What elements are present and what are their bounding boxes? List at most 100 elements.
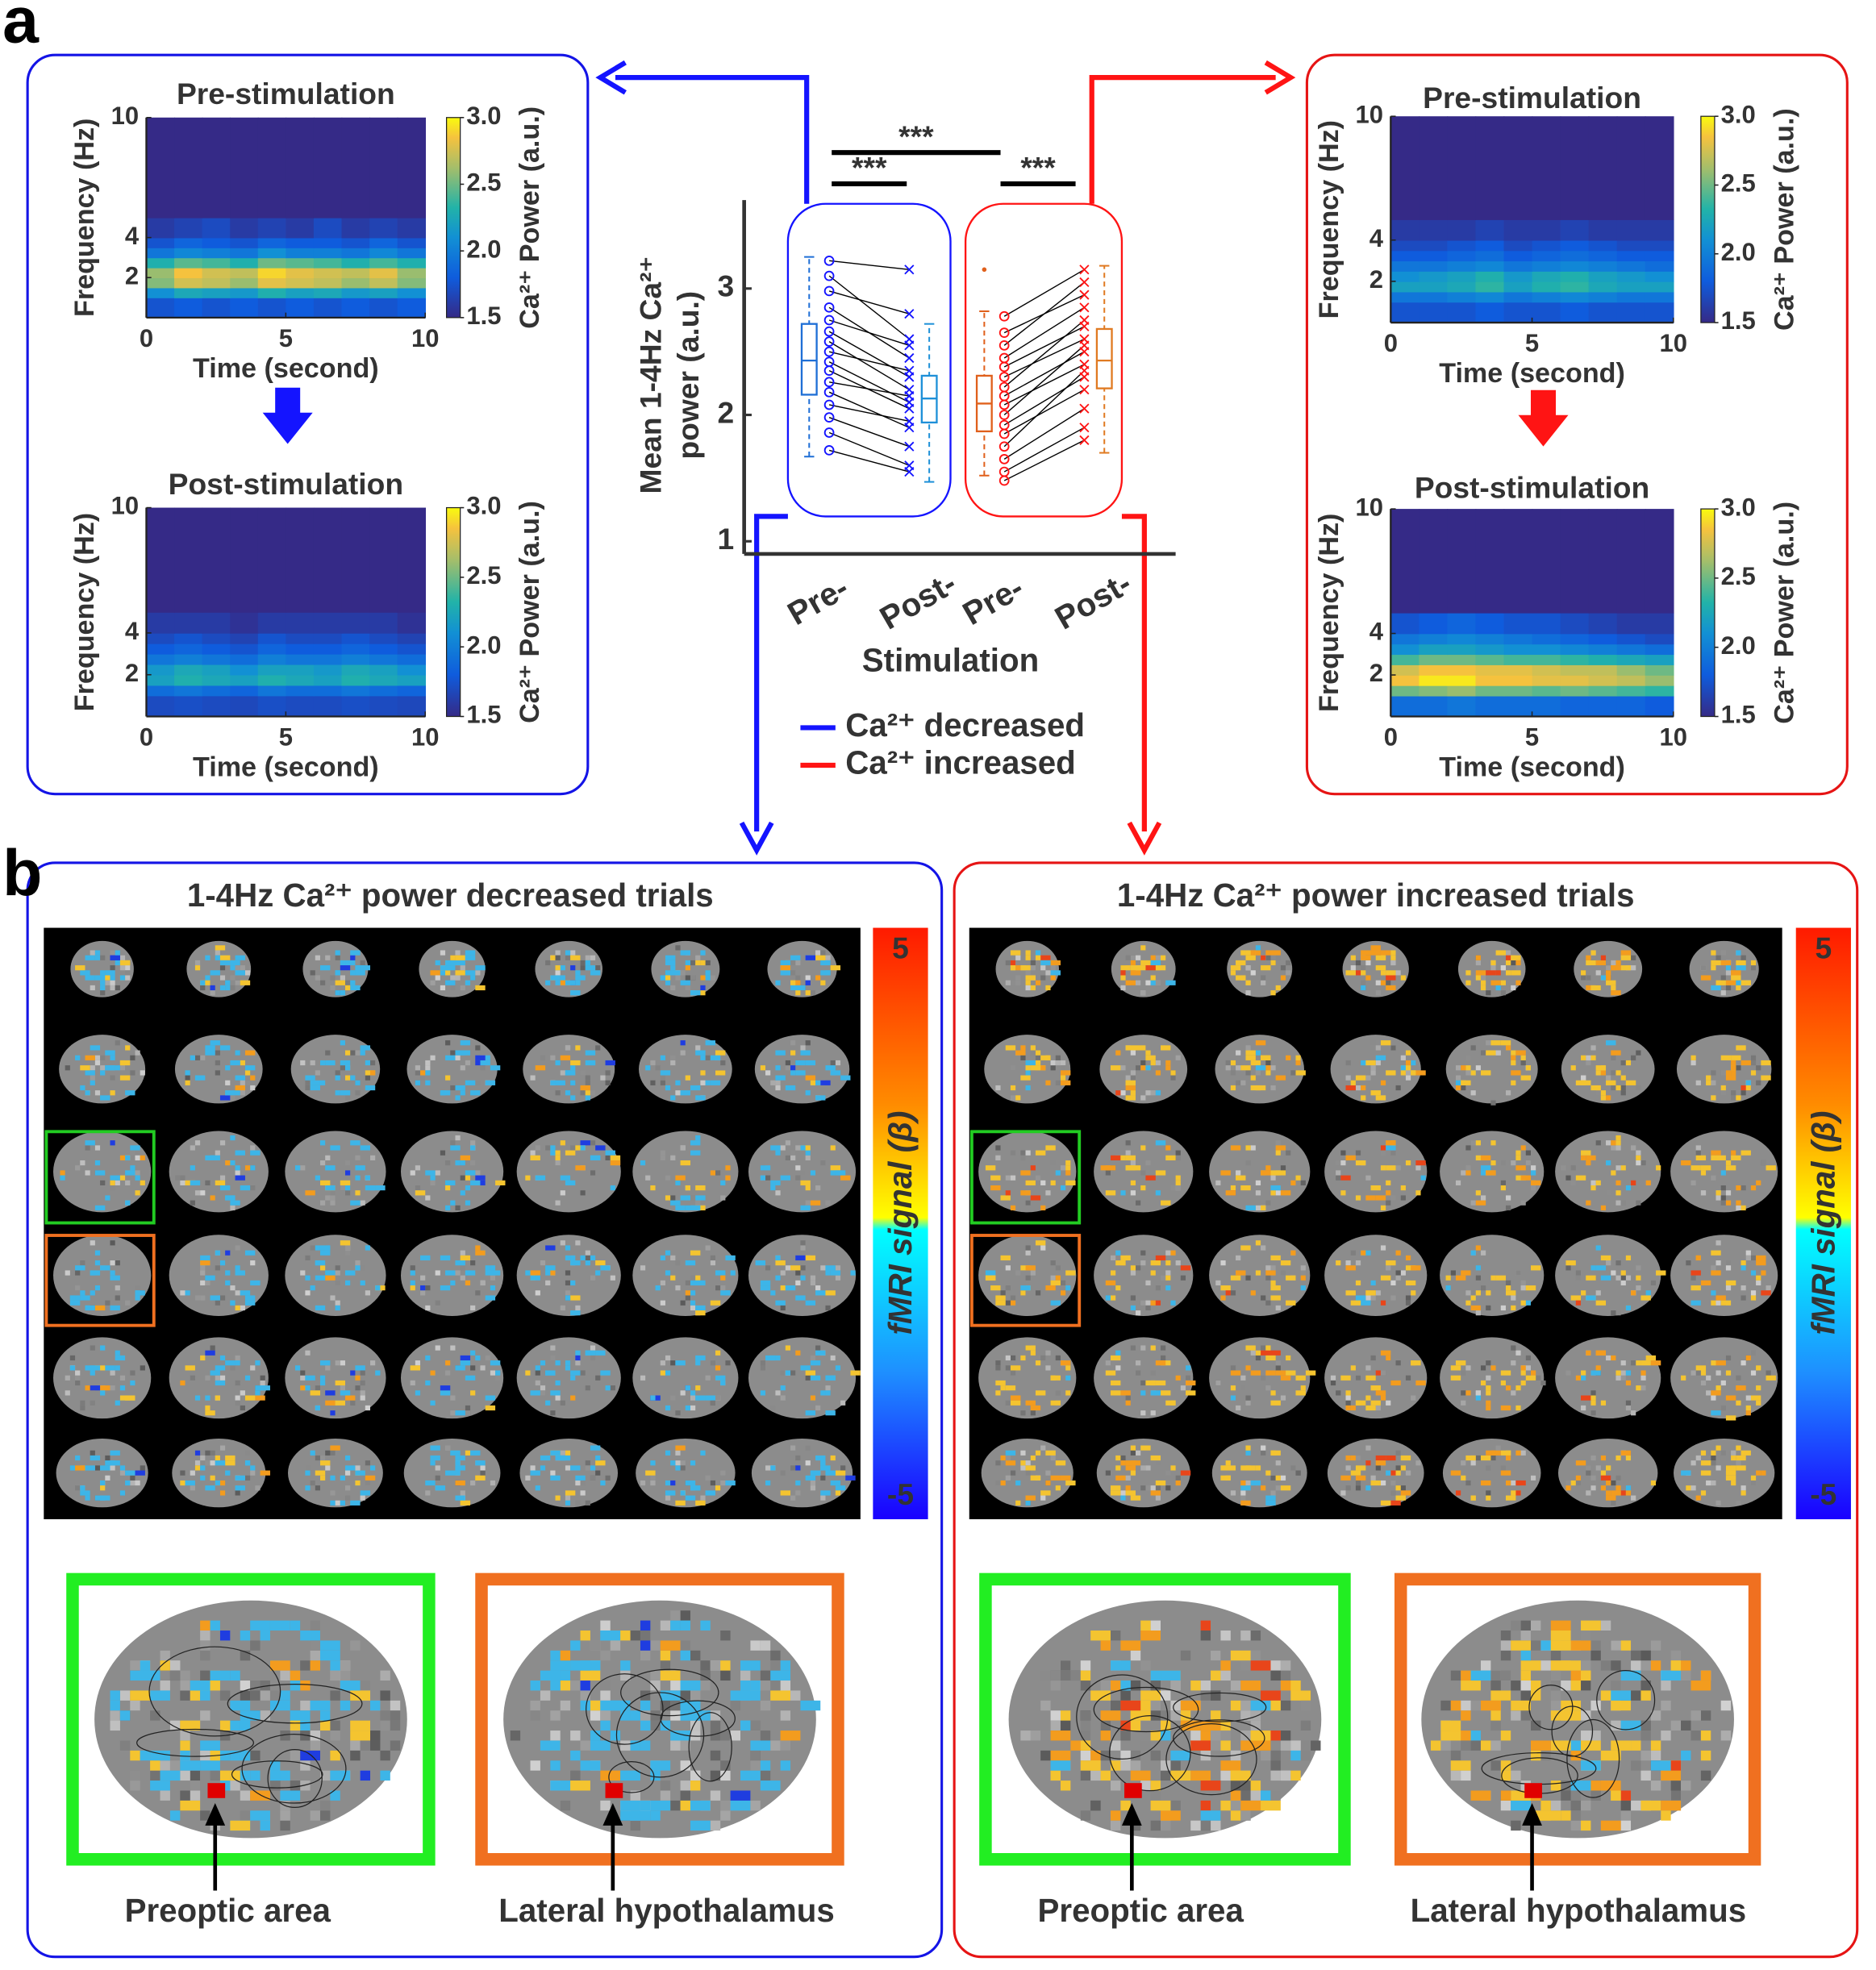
texture — [770, 1080, 776, 1085]
activation — [1250, 1370, 1261, 1376]
spectrogram-cell — [146, 237, 175, 248]
activation — [1475, 975, 1481, 981]
spectrogram-cell — [230, 653, 259, 665]
activation — [490, 1265, 496, 1271]
texture — [1575, 1480, 1582, 1486]
texture — [1240, 1080, 1246, 1085]
y-tick-label: 3 — [718, 269, 735, 303]
activation — [770, 1185, 776, 1191]
connectors — [615, 75, 1276, 832]
texture — [1165, 1250, 1171, 1256]
activation — [194, 1075, 201, 1081]
texture — [235, 1490, 240, 1496]
activation — [695, 1385, 701, 1391]
texture — [1010, 980, 1016, 985]
texture — [325, 1450, 331, 1456]
activation — [1025, 950, 1031, 956]
texture — [1640, 1650, 1651, 1661]
activation — [470, 1450, 481, 1456]
texture — [1741, 1090, 1746, 1096]
activation — [250, 1465, 256, 1471]
spectrogram-cell — [369, 695, 398, 718]
activation — [1230, 1790, 1241, 1801]
texture — [1280, 1731, 1291, 1741]
texture — [555, 950, 561, 956]
texture — [1025, 1245, 1031, 1251]
texture — [1080, 1810, 1091, 1821]
texture — [160, 1650, 170, 1661]
texture — [720, 1060, 726, 1066]
activation — [119, 960, 131, 966]
activation — [1150, 1800, 1171, 1811]
pair-line — [828, 290, 910, 314]
texture — [335, 955, 340, 960]
spectrogram-cell — [1390, 291, 1420, 303]
activation — [1220, 1740, 1231, 1751]
activation — [1130, 1180, 1136, 1185]
spectrogram-cell — [369, 117, 398, 219]
texture — [1725, 1265, 1732, 1271]
texture — [215, 1265, 220, 1271]
texture — [1130, 1270, 1136, 1276]
activation — [1511, 970, 1521, 976]
texture — [1681, 1780, 1691, 1791]
activation — [1411, 1070, 1416, 1076]
activation — [545, 1370, 556, 1376]
activation — [680, 1700, 701, 1711]
activation — [250, 1770, 261, 1781]
texture — [105, 980, 110, 985]
texture — [1120, 1455, 1126, 1461]
activation — [355, 1165, 365, 1171]
activation — [660, 1370, 665, 1376]
activation — [1035, 1360, 1041, 1366]
activation — [200, 1760, 220, 1771]
activation — [660, 1070, 671, 1076]
texture — [1631, 1275, 1636, 1281]
activation — [560, 1681, 571, 1691]
activation — [1130, 1445, 1136, 1451]
activation — [1475, 1290, 1481, 1296]
activation — [200, 1465, 206, 1471]
spectrogram-cell — [286, 664, 315, 676]
texture — [1741, 1295, 1746, 1301]
activation — [1150, 1455, 1161, 1461]
activation — [600, 1480, 606, 1486]
texture — [119, 1470, 126, 1476]
texture — [290, 1750, 301, 1761]
activation — [1400, 1070, 1406, 1076]
texture — [1405, 1375, 1411, 1381]
activation — [1161, 1670, 1181, 1681]
texture — [1245, 1160, 1251, 1166]
activation — [1530, 1170, 1536, 1176]
activation — [1480, 980, 1486, 985]
texture — [1720, 990, 1726, 996]
activation — [1150, 1390, 1161, 1396]
activation — [760, 1165, 771, 1171]
activation — [425, 1170, 436, 1176]
activation — [670, 1480, 676, 1486]
texture — [1395, 1360, 1401, 1366]
activation — [1135, 1165, 1141, 1171]
texture — [1080, 1660, 1091, 1671]
texture — [240, 1405, 245, 1411]
texture — [215, 1300, 220, 1306]
texture — [1450, 1670, 1461, 1681]
activation — [1586, 1350, 1591, 1356]
texture — [305, 1255, 311, 1261]
x-axis-label: Time (second) — [193, 353, 379, 384]
activation — [1230, 1275, 1236, 1281]
activation — [1386, 975, 1396, 981]
spectrogram-cell — [369, 277, 398, 289]
activation — [410, 1270, 415, 1276]
spectrogram-cell — [146, 248, 175, 259]
activation — [780, 970, 791, 976]
texture — [565, 1495, 571, 1501]
activation — [130, 1690, 151, 1701]
activation — [269, 1700, 290, 1711]
activation — [685, 1405, 690, 1411]
activation — [225, 1280, 231, 1286]
texture — [370, 1060, 376, 1066]
activation — [1020, 1290, 1026, 1296]
activation — [675, 1500, 686, 1506]
texture — [1470, 1045, 1476, 1051]
